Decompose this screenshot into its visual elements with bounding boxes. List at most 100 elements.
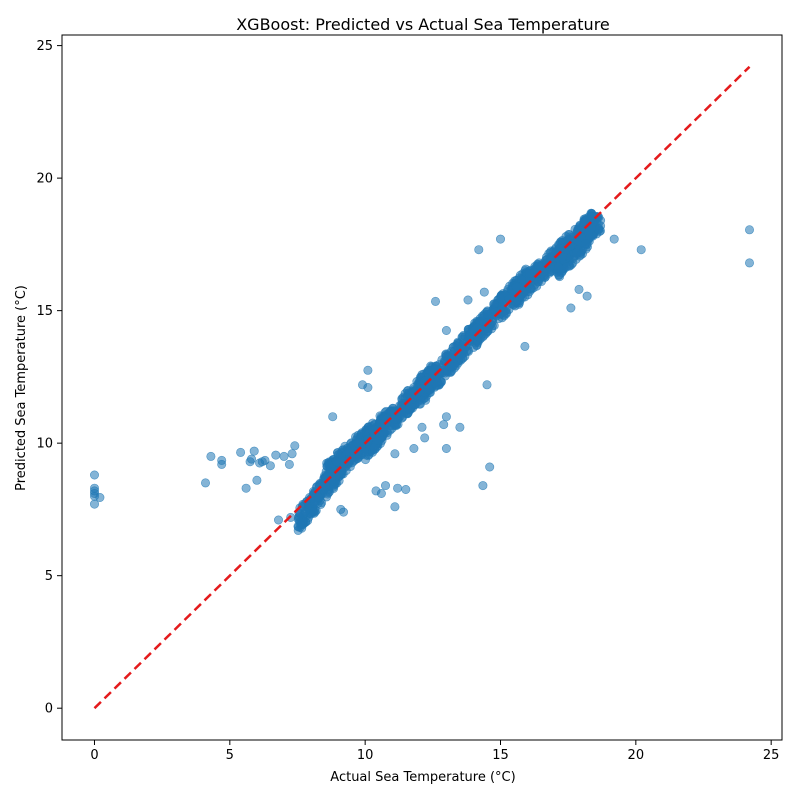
data-point <box>265 461 275 471</box>
data-point <box>448 350 458 360</box>
data-point <box>494 314 504 324</box>
data-point <box>562 262 572 272</box>
data-point <box>328 412 338 422</box>
x-tick-label: 20 <box>628 748 645 763</box>
data-point <box>517 293 527 303</box>
data-point <box>430 296 440 306</box>
data-point <box>236 447 246 457</box>
data-point <box>478 481 488 491</box>
data-point <box>252 475 262 485</box>
data-point <box>485 462 495 472</box>
data-point <box>381 426 391 436</box>
y-tick-label: 0 <box>45 702 53 717</box>
data-point <box>363 365 373 375</box>
chart-title: XGBoost: Predicted vs Actual Sea Tempera… <box>236 15 610 34</box>
data-point <box>441 412 451 422</box>
data-point <box>414 399 424 409</box>
data-point <box>501 309 511 319</box>
data-point <box>420 433 430 443</box>
data-point <box>201 478 211 488</box>
data-point <box>206 451 216 461</box>
data-point <box>417 422 427 432</box>
data-point <box>389 414 399 424</box>
data-point <box>558 252 568 262</box>
data-point <box>95 492 105 502</box>
data-point <box>582 291 592 301</box>
data-point <box>296 520 306 530</box>
data-point <box>249 446 259 456</box>
data-point <box>360 455 370 465</box>
data-point <box>579 214 589 224</box>
data-point <box>581 239 591 249</box>
data-point <box>369 443 379 453</box>
x-tick-label: 5 <box>226 748 234 763</box>
data-point <box>377 435 387 445</box>
data-point <box>555 272 565 282</box>
y-axis: 0 5 10 15 20 25 <box>36 39 62 717</box>
reference-line-layer <box>93 65 751 710</box>
data-point <box>744 258 754 268</box>
data-point <box>474 245 484 255</box>
data-point <box>331 457 341 467</box>
data-point <box>390 502 400 512</box>
data-point <box>636 245 646 255</box>
data-point <box>520 341 530 351</box>
data-point <box>574 284 584 294</box>
data-point <box>447 362 457 372</box>
data-point <box>279 451 289 461</box>
data-point <box>441 325 451 335</box>
data-point <box>479 287 489 297</box>
data-point <box>300 507 310 517</box>
y-tick-label: 15 <box>36 304 53 319</box>
x-tick-label: 10 <box>357 748 374 763</box>
x-tick-label: 0 <box>90 748 98 763</box>
data-point <box>482 380 492 390</box>
data-point <box>525 283 535 293</box>
data-point <box>321 492 331 502</box>
x-tick-label: 15 <box>492 748 509 763</box>
y-tick-label: 5 <box>45 569 53 584</box>
data-point <box>554 262 564 272</box>
data-point <box>333 448 343 458</box>
data-point <box>533 260 543 270</box>
data-point <box>90 499 100 509</box>
data-point <box>90 470 100 480</box>
data-point <box>386 406 396 416</box>
data-point <box>290 441 300 451</box>
data-point <box>533 277 543 287</box>
x-axis: 0 5 10 15 20 25 <box>90 740 779 763</box>
data-point <box>390 449 400 459</box>
data-point <box>247 454 257 464</box>
data-point <box>376 488 386 498</box>
data-point <box>511 282 521 292</box>
data-point <box>472 331 482 341</box>
data-point <box>309 507 319 517</box>
plot-frame <box>61 34 783 741</box>
data-point <box>324 459 334 469</box>
data-point <box>441 443 451 453</box>
data-point <box>576 250 586 260</box>
y-tick-label: 20 <box>36 172 53 187</box>
y-axis-title: Predicted Sea Temperature (°C) <box>14 285 29 491</box>
data-point <box>566 303 576 313</box>
reference-line <box>93 65 751 710</box>
data-point <box>459 344 469 354</box>
data-point <box>439 420 449 430</box>
data-point <box>596 221 606 231</box>
data-point <box>338 507 348 517</box>
data-point <box>455 422 465 432</box>
data-point <box>217 455 227 465</box>
data-point <box>363 382 373 392</box>
data-point <box>380 481 390 491</box>
data-point <box>495 293 505 303</box>
data-point <box>516 275 526 285</box>
data-point <box>463 295 473 305</box>
data-point <box>271 450 281 460</box>
data-point <box>393 483 403 493</box>
data-point <box>415 387 425 397</box>
x-axis-title: Actual Sea Temperature (°C) <box>330 770 515 785</box>
data-point <box>744 225 754 235</box>
x-tick-label: 25 <box>763 748 780 763</box>
data-point <box>241 483 251 493</box>
